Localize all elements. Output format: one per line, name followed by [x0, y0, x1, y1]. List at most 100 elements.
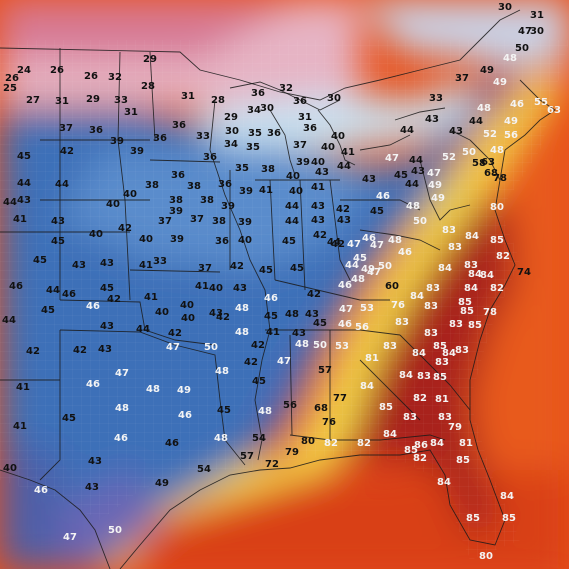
temperature-label: 77	[333, 393, 347, 404]
temperature-label: 43	[449, 126, 463, 137]
temperature-label: 43	[425, 114, 439, 125]
temperature-label: 42	[244, 357, 258, 368]
temperature-label: 48	[351, 274, 365, 285]
temperature-label: 48	[477, 103, 491, 114]
temperature-label: 85	[460, 306, 474, 317]
temperature-label: 44	[409, 155, 423, 166]
temperature-label: 49	[177, 385, 191, 396]
temperature-label: 50	[108, 525, 122, 536]
temperature-label: 45	[264, 311, 278, 322]
temperature-label: 74	[517, 267, 531, 278]
temperature-label: 46	[398, 247, 412, 258]
temperature-label: 81	[459, 438, 473, 449]
temperature-label: 24	[17, 65, 31, 76]
temperature-label: 49	[504, 116, 518, 127]
temperature-label: 46	[362, 233, 376, 244]
temperature-label: 84	[412, 348, 426, 359]
temperature-label: 37	[59, 123, 73, 134]
temperature-label: 44	[46, 285, 60, 296]
temperature-label: 36	[293, 96, 307, 107]
temperature-label: 48	[215, 366, 229, 377]
temperature-label: 78	[493, 173, 507, 184]
temperature-label: 33	[114, 95, 128, 106]
temperature-label: 31	[124, 107, 138, 118]
temperature-label: 40	[311, 157, 325, 168]
temperature-label: 83	[435, 357, 449, 368]
temperature-label: 43	[311, 215, 325, 226]
temperature-label: 43	[411, 166, 425, 177]
temperature-label: 36	[303, 123, 317, 134]
temperature-label: 43	[85, 482, 99, 493]
temperature-label: 49	[493, 77, 507, 88]
temperature-label: 48	[235, 327, 249, 338]
temperature-label: 36	[203, 152, 217, 163]
temperature-label: 33	[196, 131, 210, 142]
temperature-label: 30	[530, 26, 544, 37]
temperature-label: 68	[314, 403, 328, 414]
temperature-label: 44	[405, 179, 419, 190]
temperature-label: 84	[399, 370, 413, 381]
temperature-label: 44	[136, 324, 150, 335]
temperature-label: 47	[277, 356, 291, 367]
temperature-label: 50	[313, 340, 327, 351]
temperature-label: 83	[424, 301, 438, 312]
temperature-label: 46	[264, 293, 278, 304]
temperature-label: 44	[285, 216, 299, 227]
temperature-label: 43	[315, 167, 329, 178]
temperature-label: 45	[17, 151, 31, 162]
temperature-label: 35	[248, 128, 262, 139]
temperature-label: 83	[449, 319, 463, 330]
temperature-label: 48	[115, 403, 129, 414]
temperature-label: 80	[301, 436, 315, 447]
temperature-label: 42	[168, 328, 182, 339]
temperature-label: 42	[118, 223, 132, 234]
temperature-label: 39	[130, 146, 144, 157]
temperature-label: 85	[466, 513, 480, 524]
temperature-label: 47	[518, 26, 532, 37]
temperature-label: 37	[190, 214, 204, 225]
temperature-label: 35	[235, 163, 249, 174]
temperature-label: 37	[455, 73, 469, 84]
temperature-label: 83	[417, 371, 431, 382]
temperature-label: 46	[376, 191, 390, 202]
temperature-label: 45	[33, 255, 47, 266]
temperature-label: 46	[338, 280, 352, 291]
temperature-label: 32	[108, 72, 122, 83]
state-borders	[0, 9, 556, 569]
temperature-label: 83	[383, 341, 397, 352]
temperature-label: 29	[224, 112, 238, 123]
temperature-label: 40	[289, 186, 303, 197]
temperature-label: 38	[200, 195, 214, 206]
temperature-label: 33	[153, 256, 167, 267]
temperature-label: 36	[89, 125, 103, 136]
temperature-label: 84	[430, 438, 444, 449]
temperature-label: 30	[498, 2, 512, 13]
temperature-label: 83	[442, 225, 456, 236]
temperature-label: 44	[3, 197, 17, 208]
temperature-label: 48	[146, 384, 160, 395]
temperature-label: 82	[357, 438, 371, 449]
temperature-label: 43	[305, 309, 319, 320]
temperature-label: 55	[534, 97, 548, 108]
temperature-label: 83	[424, 328, 438, 339]
temperature-label: 46	[62, 289, 76, 300]
temperature-label: 49	[480, 65, 494, 76]
temperature-label: 42	[73, 345, 87, 356]
temperature-label: 48	[258, 406, 272, 417]
temperature-label: 78	[483, 307, 497, 318]
temperature-label: 41	[16, 382, 30, 393]
temperature-label: 26	[84, 71, 98, 82]
temperature-label: 40	[106, 199, 120, 210]
temperature-label: 31	[181, 91, 195, 102]
temperature-label: 44	[17, 178, 31, 189]
temperature-label: 44	[2, 315, 16, 326]
temperature-label: 43	[337, 215, 351, 226]
temperature-label: 63	[547, 105, 561, 116]
temperature-label: 41	[139, 260, 153, 271]
temperature-label: 50	[204, 342, 218, 353]
temperature-label: 35	[246, 142, 260, 153]
temperature-label: 47	[339, 304, 353, 315]
temperature-label: 25	[3, 83, 17, 94]
